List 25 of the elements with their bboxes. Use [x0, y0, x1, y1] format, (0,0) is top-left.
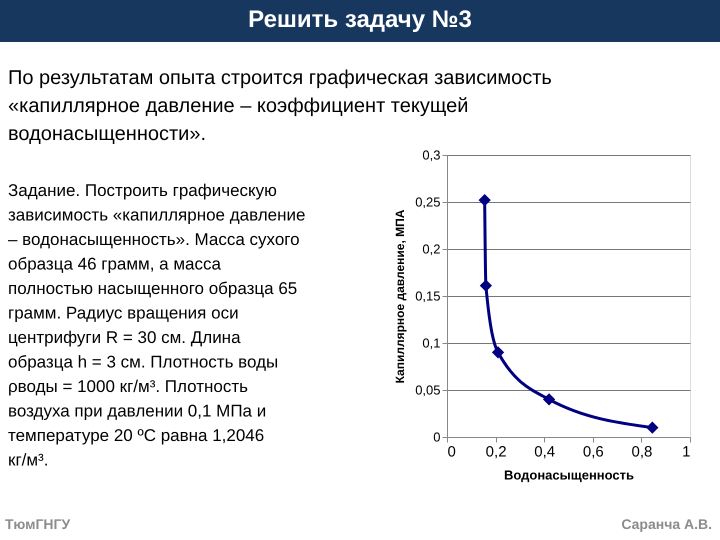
x-tick-label: 0,6: [582, 444, 604, 460]
x-tick-label: 0,2: [486, 444, 507, 460]
text: По результатам опыта строится графическая зависимость «капиллярное давление – коэффициент текущей водонасыщенности».: [8, 67, 552, 145]
text: Задание. Построить графическую зависимость «капиллярное давление – водонасыщенность». Масса сухого образца 46 грамм, а масса полностью насыщенного образца 65 грамм. Радиус вращения оси центрифуги R = 30 см. Длина образца h = 3 см. Плотность воды ρводы = 1000 кг/м³. Плотность воздуха при давлении 0,1 МПа и температуре 20 ºС равна 1,2046 кг/м³.: [8, 181, 306, 470]
text: Саранча А.В.: [621, 516, 712, 532]
x-tick-label: 0,4: [534, 444, 556, 460]
x-axis-title: Водонасыщенность: [504, 468, 634, 482]
x-tick-label: 0,8: [631, 444, 652, 460]
y-tick-label: 0,25: [415, 194, 440, 210]
x-tick-label: 0: [448, 444, 456, 460]
point: [492, 346, 504, 359]
y-tick-label: 0: [433, 430, 440, 444]
point: [646, 421, 658, 434]
y-tick-label: 0,05: [415, 382, 440, 398]
chart-title: Решить задачу №3: [248, 6, 472, 33]
point: [542, 393, 556, 406]
y-tick-label: 0,2: [422, 242, 440, 256]
y-tick-label: 0,1: [422, 336, 440, 350]
x-tick-label: 1: [682, 444, 690, 460]
y-tick-label: 0,15: [415, 288, 440, 304]
point: [480, 280, 492, 292]
y-tick-label: 0,3: [422, 148, 440, 162]
text: ТюмГНГУ: [5, 516, 70, 532]
point: [478, 194, 491, 206]
y-axis-title: Капиллярное давление, МПА: [393, 209, 408, 384]
